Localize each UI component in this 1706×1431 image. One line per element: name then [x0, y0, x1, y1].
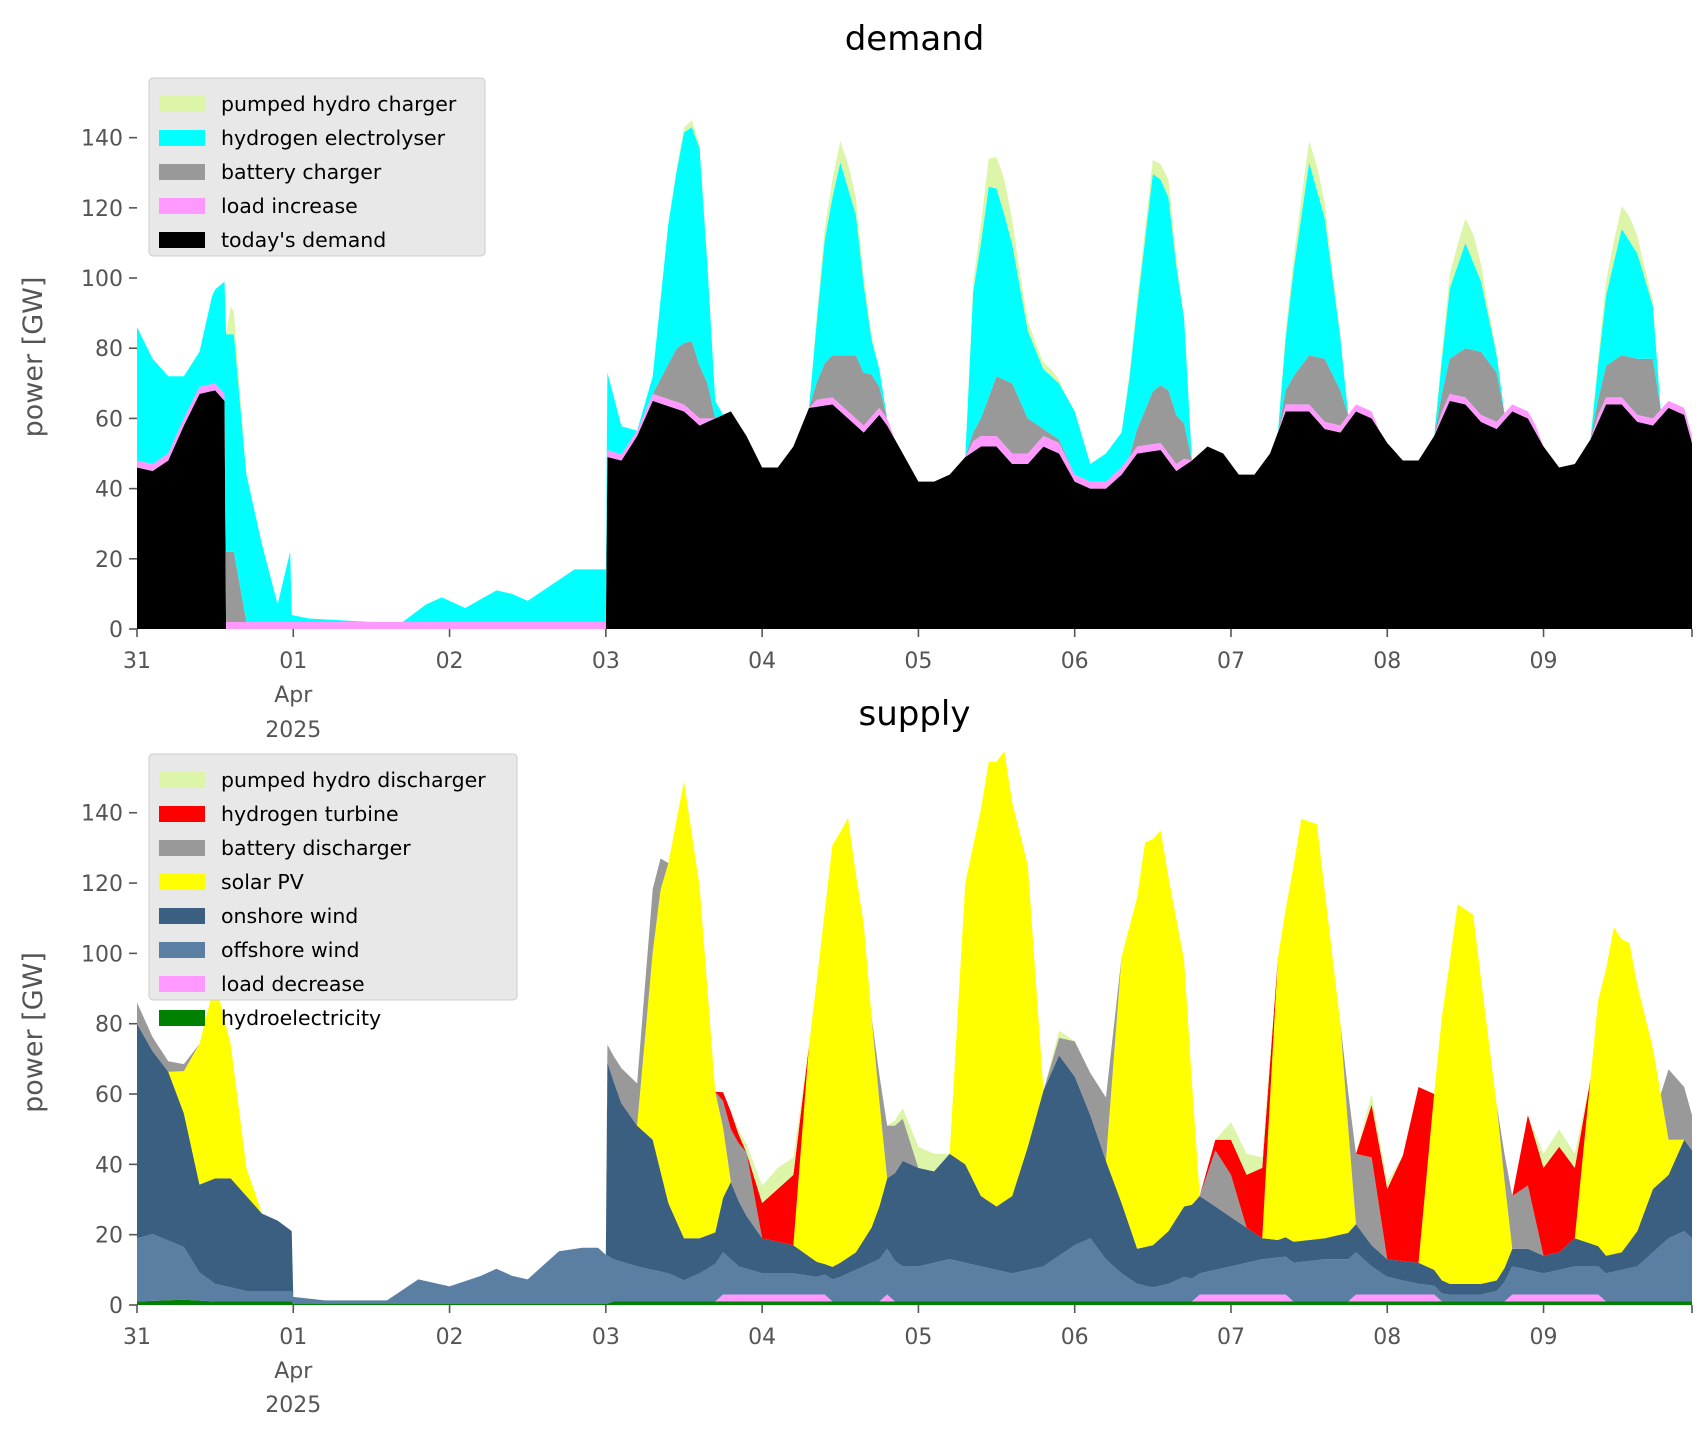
legend-item-load-decrease: load decrease: [159, 972, 365, 996]
load-decrease-area: [137, 1294, 1692, 1304]
legend-label: battery charger: [221, 160, 382, 184]
chart-title: demand: [845, 19, 985, 59]
hydrogen-electrolyser-area: [137, 127, 1692, 622]
y-axis-label: power [GW]: [18, 952, 49, 1113]
legend-label: offshore wind: [221, 938, 359, 962]
legend-swatch: [159, 198, 205, 214]
y-axis-label: power [GW]: [18, 277, 49, 438]
legend-label: hydrogen turbine: [221, 802, 399, 826]
x-tick-label: 03: [592, 649, 620, 674]
chart-title: supply: [859, 694, 971, 734]
y-tick-label: 40: [95, 1153, 123, 1178]
onshore-wind-area: [137, 1023, 1692, 1301]
x-tick-label: 07: [1217, 1325, 1245, 1350]
legend-box: [148, 753, 518, 1001]
x-tick-sublabel: Apr: [274, 683, 313, 708]
legend-swatch: [159, 232, 205, 248]
legend-item-hydrogen-turbine: hydrogen turbine: [159, 802, 399, 826]
y-tick-label: 100: [81, 942, 123, 967]
legend-swatch: [159, 96, 205, 112]
battery-discharger-area: [137, 751, 1692, 1301]
legend-label: hydroelectricity: [221, 1006, 381, 1030]
x-tick-label: 31: [123, 1325, 151, 1350]
x-tick-label: 01: [279, 1325, 307, 1350]
x-tick-label: 31: [123, 649, 151, 674]
legend-item-load-increase: load increase: [159, 194, 358, 218]
y-tick-label: 60: [95, 407, 123, 432]
offshore-wind-area: [137, 1231, 1692, 1304]
legend-label: hydrogen electrolyser: [221, 126, 446, 150]
legend-item-solar-pv: solar PV: [159, 870, 304, 894]
y-tick-label: 40: [95, 478, 123, 503]
y-tick-label: 80: [95, 337, 123, 362]
legend-swatch: [159, 874, 205, 890]
x-tick-label: 01: [279, 649, 307, 674]
x-tick-sublabel: 2025: [265, 1393, 321, 1418]
legend-label: onshore wind: [221, 904, 358, 928]
x-tick-label: 09: [1530, 1325, 1558, 1350]
legend-swatch: [159, 806, 205, 822]
y-tick-label: 120: [81, 197, 123, 222]
legend-label: today's demand: [221, 228, 386, 252]
legend-swatch: [159, 840, 205, 856]
y-tick-label: 0: [109, 1294, 123, 1319]
x-tick-label: 03: [592, 1325, 620, 1350]
legend-item-onshore-wind: onshore wind: [159, 904, 358, 928]
x-tick-label: 02: [436, 1325, 464, 1350]
x-tick-label: 06: [1061, 649, 1089, 674]
legend-label: load decrease: [221, 972, 365, 996]
x-tick-label: 09: [1530, 649, 1558, 674]
legend-item-hydrogen-electrolyser: hydrogen electrolyser: [159, 126, 446, 150]
y-tick-label: 20: [95, 1224, 123, 1249]
legend: pumped hydro charger hydrogen electrolyse…: [148, 77, 486, 257]
y-tick-label: 80: [95, 1013, 123, 1038]
legend-label: load increase: [221, 194, 358, 218]
legend-label: battery discharger: [221, 836, 411, 860]
x-tick-label: 04: [748, 1325, 776, 1350]
legend-item-todays-demand: today's demand: [159, 228, 386, 252]
legend-swatch: [159, 164, 205, 180]
x-tick-label: 08: [1373, 649, 1401, 674]
hydroelectricity-area: [137, 1299, 1692, 1305]
x-tick-sublabel: 2025: [265, 718, 321, 743]
y-tick-label: 0: [109, 618, 123, 643]
legend-label: solar PV: [221, 870, 304, 894]
y-tick-label: 140: [81, 802, 123, 827]
x-tick-label: 04: [748, 649, 776, 674]
legend: pumped hydro discharger hydrogen turbine b…: [148, 753, 518, 1030]
legend-item-pumped-hydro-charger: pumped hydro charger: [159, 92, 457, 116]
x-tick-label: 06: [1061, 1325, 1089, 1350]
y-tick-label: 140: [81, 127, 123, 152]
x-tick-label: 07: [1217, 649, 1245, 674]
legend-item-battery-discharger: battery discharger: [159, 836, 411, 860]
x-tick-sublabel: Apr: [274, 1359, 313, 1384]
x-tick-label: 05: [904, 649, 932, 674]
legend-item-hydroelectricity: hydroelectricity: [159, 1006, 381, 1030]
x-tick-label: 05: [904, 1325, 932, 1350]
legend-swatch: [159, 942, 205, 958]
legend-swatch: [159, 130, 205, 146]
legend-swatch: [159, 908, 205, 924]
y-tick-label: 120: [81, 872, 123, 897]
y-tick-label: 60: [95, 1083, 123, 1108]
legend-swatch: [159, 1010, 205, 1026]
y-tick-label: 20: [95, 548, 123, 573]
legend-item-pumped-hydro-discharger: pumped hydro discharger: [159, 768, 486, 792]
y-tick-label: 100: [81, 267, 123, 292]
legend-swatch: [159, 772, 205, 788]
legend-item-battery-charger: battery charger: [159, 160, 382, 184]
legend-swatch: [159, 976, 205, 992]
todays-demand-area: [137, 390, 1692, 629]
legend-item-offshore-wind: offshore wind: [159, 938, 359, 962]
x-tick-label: 02: [436, 649, 464, 674]
legend-label: pumped hydro discharger: [221, 768, 486, 792]
legend-label: pumped hydro charger: [221, 92, 457, 116]
legend-box: [148, 77, 486, 257]
solar-pv-area: [137, 751, 1692, 1301]
x-tick-label: 08: [1373, 1325, 1401, 1350]
